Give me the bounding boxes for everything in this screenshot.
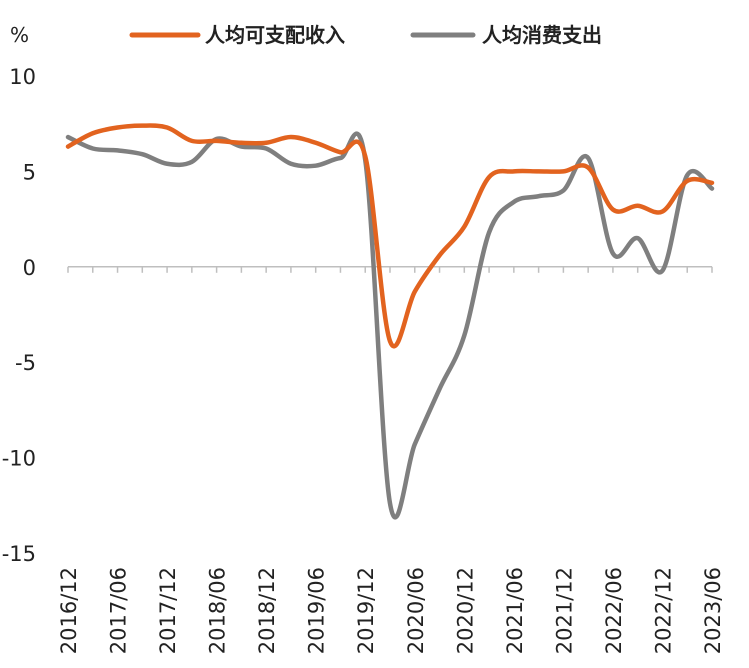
series-line-consumption xyxy=(65,131,715,520)
x-tick-label: 2022/06 xyxy=(602,567,626,654)
x-tick-label: 2020/06 xyxy=(404,567,428,654)
legend: 人均可支配收入 人均消费支出 xyxy=(129,23,602,47)
x-tick-label: 2016/12 xyxy=(57,567,81,654)
y-tick-label: -15 xyxy=(2,542,36,566)
x-tick-label: 2019/12 xyxy=(354,567,378,654)
y-tick-label: 5 xyxy=(23,160,36,184)
y-axis-unit-label: % xyxy=(10,23,29,47)
x-tick-label: 2018/06 xyxy=(206,567,230,654)
series-lines xyxy=(65,123,715,520)
x-tick-label: 2022/12 xyxy=(651,567,675,654)
y-tick-label: -5 xyxy=(15,351,36,375)
y-tick-label: 0 xyxy=(23,256,36,280)
y-axis: 10 5 0 -5 -10 -15 xyxy=(2,65,36,566)
x-axis xyxy=(67,266,713,273)
legend-label-income: 人均可支配收入 xyxy=(205,23,345,47)
legend-label-consumption: 人均消费支出 xyxy=(482,23,602,47)
x-tick-label: 2020/12 xyxy=(453,567,477,654)
x-tick-label: 2019/06 xyxy=(305,567,329,654)
x-tick-label: 2017/12 xyxy=(156,567,180,654)
x-tick-label: 2017/06 xyxy=(107,567,131,654)
y-tick-label: -10 xyxy=(2,447,36,471)
x-axis-tick-labels: 2016/12 2017/06 2017/12 2018/06 2018/12 2019/… xyxy=(57,567,725,654)
series-line-income xyxy=(65,123,715,349)
x-tick-label: 2021/06 xyxy=(503,567,527,654)
y-tick-label: 10 xyxy=(9,65,36,89)
x-tick-label: 2021/12 xyxy=(552,567,576,654)
x-tick-label: 2023/06 xyxy=(701,567,725,654)
x-tick-label: 2018/12 xyxy=(255,567,279,654)
